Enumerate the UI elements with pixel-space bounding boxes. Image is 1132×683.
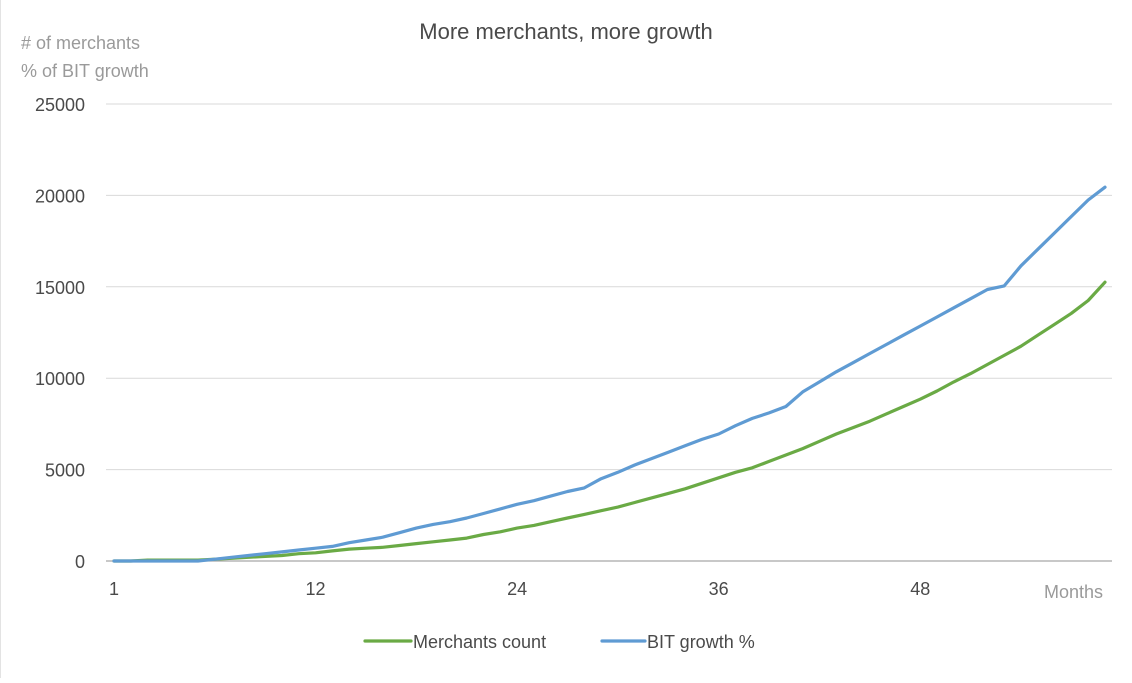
series-lines — [112, 185, 1107, 563]
y-tick-label: 20000 — [35, 186, 85, 206]
y-tick-label: 10000 — [35, 369, 85, 389]
y-tick-label: 5000 — [45, 461, 85, 481]
x-tick-label: 24 — [507, 579, 527, 599]
x-tick-label: 12 — [306, 579, 326, 599]
x-axis-label: Months — [1044, 582, 1103, 602]
y-axis-ticks: 25000 20000 15000 10000 5000 0 — [35, 95, 85, 572]
y-tick-label: 25000 — [35, 95, 85, 115]
gridlines — [106, 103, 1112, 562]
x-axis-ticks: 1 12 24 36 48 — [109, 579, 930, 599]
chart-title: More merchants, more growth — [419, 19, 712, 44]
y-axis-label-merchants: # of merchants — [21, 33, 140, 53]
y-axis-label-bit-growth: % of BIT growth — [21, 61, 149, 81]
x-tick-label: 36 — [709, 579, 729, 599]
legend-label-bit-growth: BIT growth % — [647, 632, 755, 652]
y-tick-label: 0 — [75, 552, 85, 572]
x-tick-label: 1 — [109, 579, 119, 599]
legend: Merchants count BIT growth % — [363, 632, 755, 652]
y-tick-label: 15000 — [35, 278, 85, 298]
series-line-merchants-count — [112, 280, 1107, 563]
legend-label-merchants-count: Merchants count — [413, 632, 546, 652]
x-tick-label: 48 — [910, 579, 930, 599]
series-line-bit-growth — [112, 185, 1107, 563]
